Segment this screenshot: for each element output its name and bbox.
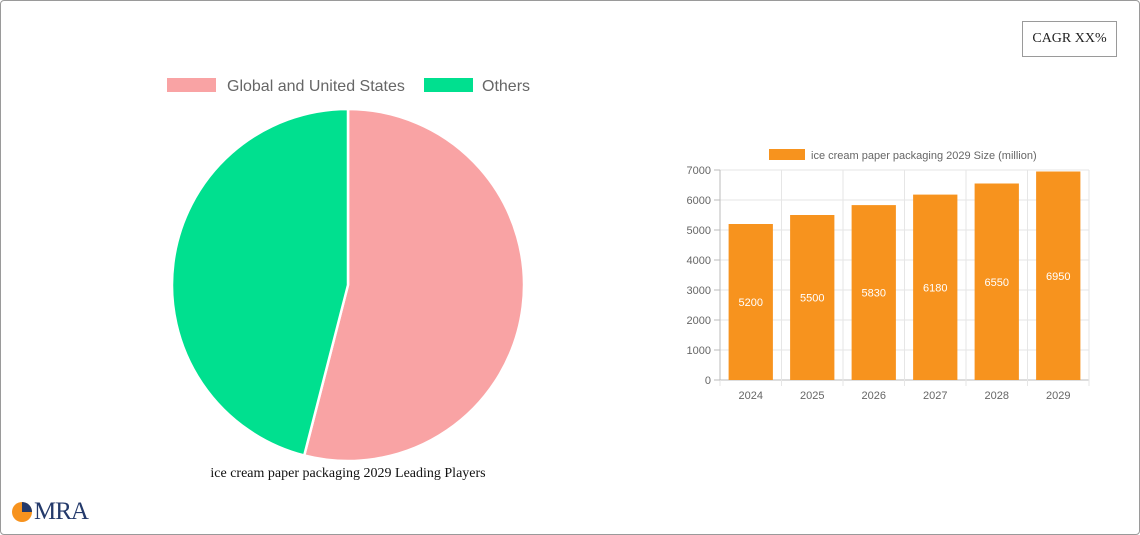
- y-tick-label-1000: 1000: [687, 345, 711, 357]
- y-tick-label-2000: 2000: [687, 315, 711, 327]
- x-tick-label-2025: 2025: [800, 390, 824, 402]
- logo: MRA: [11, 498, 89, 526]
- bar-grid: [719, 169, 1090, 386]
- pie-legend: Global and United States Others: [167, 78, 530, 95]
- y-tick-label-0: 0: [705, 375, 711, 387]
- bar-2024: [728, 224, 773, 380]
- pie-slice-others: [170, 107, 350, 457]
- legend-label-size: ice cream paper packaging 2029 Size (mil…: [811, 150, 1037, 162]
- legend-swatch-size: [769, 149, 805, 160]
- legend-label-global-and-united-states: Global and United States: [227, 78, 405, 95]
- bar-chart: ice cream paper packaging 2029 Size (mil…: [687, 149, 1090, 402]
- y-tick-label-4000: 4000: [687, 255, 711, 267]
- y-tick-label-5000: 5000: [687, 225, 711, 237]
- legend-label-others: Others: [482, 78, 530, 95]
- logo-text: MRA: [34, 498, 89, 525]
- y-axis: 0 1000 2000 3000 4000 5000 6000 7000: [687, 165, 721, 387]
- y-tick-label-3000: 3000: [687, 285, 711, 297]
- pie-title: ice cream paper packaging 2029 Leading P…: [210, 466, 486, 481]
- y-tick-label-7000: 7000: [687, 165, 711, 177]
- x-axis: 2024 2025 2026 2027 2028 2029: [739, 390, 1071, 402]
- data-label-2025: 5500: [800, 293, 824, 305]
- x-tick-label-2028: 2028: [985, 390, 1009, 402]
- bar-2029: [1036, 171, 1081, 380]
- y-tick-label-6000: 6000: [687, 195, 711, 207]
- cagr-badge: CAGR XX%: [1022, 21, 1117, 57]
- logo-icon: [12, 502, 32, 522]
- data-label-2029: 6950: [1046, 271, 1070, 283]
- x-tick-label-2027: 2027: [923, 390, 947, 402]
- legend-swatch-others: [424, 78, 473, 92]
- x-tick-label-2026: 2026: [862, 390, 886, 402]
- pie-slice-global-and-united-states: [302, 107, 526, 463]
- bar-2025: [790, 215, 835, 380]
- legend-swatch-global-and-united-states: [167, 78, 216, 92]
- bar-2028: [974, 183, 1019, 380]
- data-label-2028: 6550: [985, 277, 1009, 289]
- data-label-2027: 6180: [923, 282, 947, 294]
- bars: 5200 5500 5830 6180 6550 6950: [728, 171, 1081, 380]
- bar-2027: [913, 194, 958, 380]
- bar-2026: [851, 205, 896, 380]
- x-tick-label-2029: 2029: [1046, 390, 1070, 402]
- data-label-2026: 5830: [862, 288, 886, 300]
- data-label-2024: 5200: [739, 297, 763, 309]
- bar-legend: ice cream paper packaging 2029 Size (mil…: [769, 149, 1037, 162]
- pie-slices: [170, 107, 526, 463]
- pie-chart: Global and United States Others: [167, 78, 530, 463]
- x-tick-label-2024: 2024: [739, 390, 763, 402]
